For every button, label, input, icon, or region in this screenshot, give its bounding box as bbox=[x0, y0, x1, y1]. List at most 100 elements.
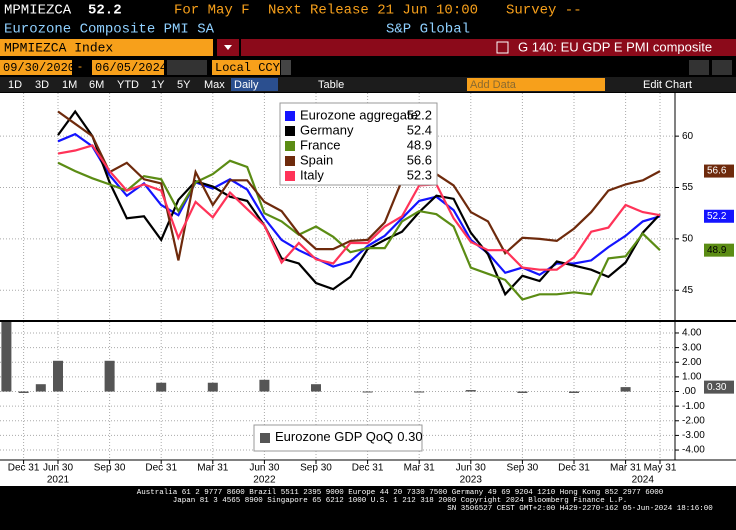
legend-label: France bbox=[300, 137, 340, 152]
legend-label: Eurozone aggregate bbox=[300, 107, 418, 122]
legend-swatch bbox=[285, 156, 295, 166]
title-bar bbox=[241, 39, 736, 56]
security-box[interactable] bbox=[0, 39, 213, 56]
x-tick-label: Sep 30 bbox=[94, 463, 126, 474]
legend-swatch bbox=[285, 111, 295, 121]
y-tick-label: 1.00 bbox=[682, 372, 702, 383]
legend-box bbox=[279, 102, 438, 186]
last-value-label: 48.9 bbox=[707, 245, 727, 256]
start-date-box[interactable] bbox=[0, 60, 72, 75]
bar bbox=[53, 360, 63, 392]
y-tick-label: 50 bbox=[682, 233, 694, 244]
chart-title: G 140: EU GDP E PMI composite bbox=[518, 39, 712, 54]
x-tick-label: Jun 30 bbox=[456, 463, 486, 474]
x-tick-label: Dec 31 bbox=[8, 463, 40, 474]
x-tick-label: Sep 30 bbox=[300, 463, 332, 474]
end-date: 06/05/2024 bbox=[95, 61, 167, 75]
period-button[interactable]: 1Y bbox=[151, 79, 165, 91]
security-name: Eurozone Composite PMI SA bbox=[4, 22, 215, 38]
period-button[interactable]: 1M bbox=[62, 79, 77, 91]
period-button[interactable]: 3D bbox=[35, 79, 49, 91]
bar bbox=[207, 382, 218, 392]
bar bbox=[104, 360, 115, 392]
end-date-box[interactable] bbox=[92, 60, 164, 75]
undo-button[interactable] bbox=[689, 60, 709, 75]
calendar-button[interactable] bbox=[167, 60, 207, 75]
frequency-box[interactable] bbox=[231, 78, 278, 91]
period-button[interactable]: 5Y bbox=[177, 79, 191, 91]
toolbar bbox=[0, 77, 736, 92]
survey: Survey -- bbox=[506, 3, 582, 19]
last-value-badge bbox=[704, 243, 734, 257]
next-release: Next Release 21 Jun 10:00 bbox=[268, 3, 478, 19]
legend-box bbox=[253, 424, 423, 452]
currency: Local CCY bbox=[215, 61, 280, 75]
legend-value: 52.4 bbox=[407, 122, 432, 137]
legend-value: 52.3 bbox=[407, 167, 432, 182]
bar bbox=[18, 391, 29, 393]
y-tick-label: 4.00 bbox=[682, 328, 702, 339]
bar bbox=[35, 384, 46, 392]
edit-chart[interactable]: Edit Chart bbox=[643, 79, 692, 91]
line-series bbox=[57, 144, 661, 271]
ticker: MPMIEZCA bbox=[4, 3, 72, 19]
x-tick-label: Dec 31 bbox=[558, 463, 590, 474]
legend-swatch bbox=[260, 433, 270, 443]
x-tick-label: May 31 bbox=[644, 463, 677, 474]
last-value-badge bbox=[704, 164, 734, 178]
last-value: 52.2 bbox=[88, 3, 122, 19]
period-button[interactable]: YTD bbox=[117, 79, 139, 91]
x-tick-label: Dec 31 bbox=[352, 463, 384, 474]
x-tick-label: Jun 30 bbox=[249, 463, 279, 474]
panel-divider bbox=[0, 320, 736, 322]
footer-line: SN 3506527 CEST GMT+2:00 H429-2270-162 0… bbox=[447, 505, 713, 513]
y-tick-label: -1.00 bbox=[682, 401, 705, 412]
x-year-label: 2021 bbox=[47, 475, 70, 486]
date-dash: - bbox=[78, 59, 82, 73]
legend-label: Italy bbox=[300, 167, 324, 182]
y-tick-label: .00 bbox=[682, 386, 696, 397]
legend-label: Spain bbox=[300, 152, 333, 167]
last-value-badge bbox=[704, 380, 734, 394]
footer-line: Australia 61 2 9777 8600 Brazil 5511 239… bbox=[137, 489, 664, 497]
footer-line: Japan 81 3 4565 8900 Singapore 65 6212 1… bbox=[173, 497, 628, 505]
bar bbox=[362, 391, 373, 393]
period-button[interactable]: Max bbox=[204, 79, 225, 91]
bar bbox=[311, 384, 321, 392]
bar bbox=[569, 391, 579, 393]
y-tick-label: 45 bbox=[682, 285, 694, 296]
x-tick-label: Mar 31 bbox=[197, 463, 229, 474]
legend-label: Germany bbox=[300, 122, 354, 137]
y-tick-label: -3.00 bbox=[682, 430, 705, 441]
period-button[interactable]: 6M bbox=[89, 79, 104, 91]
table-button[interactable]: Table bbox=[318, 79, 344, 91]
period-button[interactable]: 1D bbox=[8, 79, 22, 91]
line-series bbox=[57, 110, 661, 261]
bar bbox=[465, 390, 476, 392]
x-tick-label: Dec 31 bbox=[145, 463, 177, 474]
add-data-box[interactable] bbox=[467, 78, 605, 91]
currency-dropdown[interactable] bbox=[281, 60, 291, 75]
legend-value: 52.2 bbox=[407, 107, 432, 122]
x-year-label: 2024 bbox=[632, 475, 655, 486]
last-value-label: 52.2 bbox=[707, 211, 727, 222]
legend-value: 0.30 bbox=[397, 429, 422, 444]
add-data: Add Data bbox=[470, 79, 517, 91]
period: For May F bbox=[174, 3, 250, 19]
legend-swatch bbox=[285, 171, 295, 181]
legend-swatch bbox=[285, 126, 295, 136]
x-tick-label: Jun 30 bbox=[43, 463, 73, 474]
bar bbox=[517, 391, 528, 393]
y-tick-label: -4.00 bbox=[682, 445, 705, 456]
bar bbox=[620, 387, 631, 392]
popout-icon[interactable] bbox=[496, 41, 509, 54]
currency-box[interactable] bbox=[212, 60, 280, 75]
bar bbox=[259, 379, 270, 392]
line-series bbox=[57, 159, 661, 301]
redo-button[interactable] bbox=[712, 60, 732, 75]
start-date: 09/30/2020 bbox=[3, 61, 75, 75]
source: S&P Global bbox=[386, 22, 470, 38]
x-tick-label: Mar 31 bbox=[404, 463, 436, 474]
y-tick-label: -2.00 bbox=[682, 415, 705, 426]
